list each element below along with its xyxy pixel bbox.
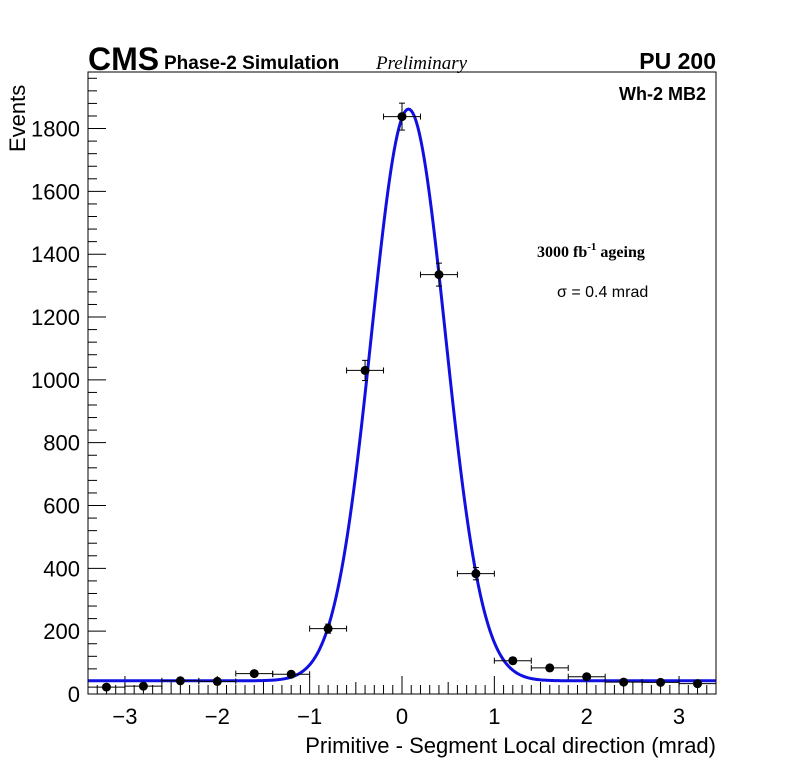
y-tick-label: 1400	[31, 242, 80, 267]
fit-curve	[88, 107, 716, 683]
data-marker	[508, 656, 518, 666]
data-point	[493, 656, 532, 666]
station-label: Wh-2 MB2	[619, 84, 706, 104]
data-marker	[286, 669, 296, 679]
data-point	[419, 262, 458, 287]
y-tick-label: 1800	[31, 117, 80, 142]
data-marker	[360, 365, 370, 375]
x-axis-label: Primitive - Segment Local direction (mra…	[305, 733, 716, 758]
sigma-label: σ = 0.4 mrad	[557, 284, 648, 301]
x-tick-label: −2	[205, 704, 230, 729]
ageing-base: 3000 fb	[537, 244, 587, 261]
data-point	[383, 102, 421, 131]
data-point	[604, 677, 643, 687]
data-point	[641, 677, 680, 687]
ageing-label: 3000 fb-1 ageing	[537, 241, 645, 261]
y-tick-label: 600	[43, 494, 80, 519]
data-marker	[175, 676, 185, 686]
data-point	[161, 676, 200, 686]
y-tick-label: 1200	[31, 305, 80, 330]
data-point	[309, 623, 348, 634]
data-marker	[101, 682, 111, 692]
x-tick-label: 3	[673, 704, 685, 729]
data-point	[456, 567, 495, 581]
preliminary-label: Preliminary	[375, 53, 468, 74]
y-tick-label: 0	[68, 682, 80, 707]
x-axis-ticks: −3 −2 −1 0 1 2 3	[87, 676, 717, 729]
y-tick-label: 400	[43, 556, 80, 581]
data-point	[346, 359, 385, 382]
data-point	[235, 669, 274, 679]
plot-frame	[87, 71, 717, 695]
y-tick-label: 1000	[31, 368, 80, 393]
data-marker	[471, 569, 481, 579]
data-point	[124, 681, 163, 691]
data-marker	[693, 679, 703, 689]
x-tick-label: 0	[396, 704, 408, 729]
x-tick-label: 1	[488, 704, 500, 729]
data-marker	[249, 669, 259, 679]
data-point	[567, 672, 606, 682]
data-marker	[138, 681, 148, 691]
data-marker	[619, 677, 629, 687]
data-marker	[434, 270, 444, 280]
data-marker	[397, 112, 407, 122]
x-tick-label: 2	[581, 704, 593, 729]
data-point	[87, 682, 126, 692]
data-marker	[545, 663, 555, 673]
x-tick-label: −1	[297, 704, 322, 729]
ageing-sup: -1	[587, 241, 596, 253]
data-points	[87, 102, 717, 692]
ageing-tail: ageing	[596, 244, 644, 261]
y-tick-label: 800	[43, 431, 80, 456]
data-marker	[656, 677, 666, 687]
data-point	[678, 679, 717, 689]
y-tick-label: 200	[43, 619, 80, 644]
simulation-label: Phase-2 Simulation	[164, 53, 339, 74]
data-marker	[323, 624, 333, 634]
y-axis-label: Events	[5, 85, 30, 152]
data-marker	[212, 676, 222, 686]
y-tick-label: 1600	[31, 179, 80, 204]
x-tick-label: −3	[112, 704, 137, 729]
cms-label: CMS	[88, 41, 159, 77]
data-marker	[582, 672, 592, 682]
data-point	[198, 676, 237, 686]
pileup-label: PU 200	[639, 48, 716, 74]
data-point	[272, 669, 311, 679]
y-axis-ticks: 0 200 400 600 800 1000 1200 1400 1600 1800	[31, 77, 106, 707]
data-point	[530, 663, 569, 673]
